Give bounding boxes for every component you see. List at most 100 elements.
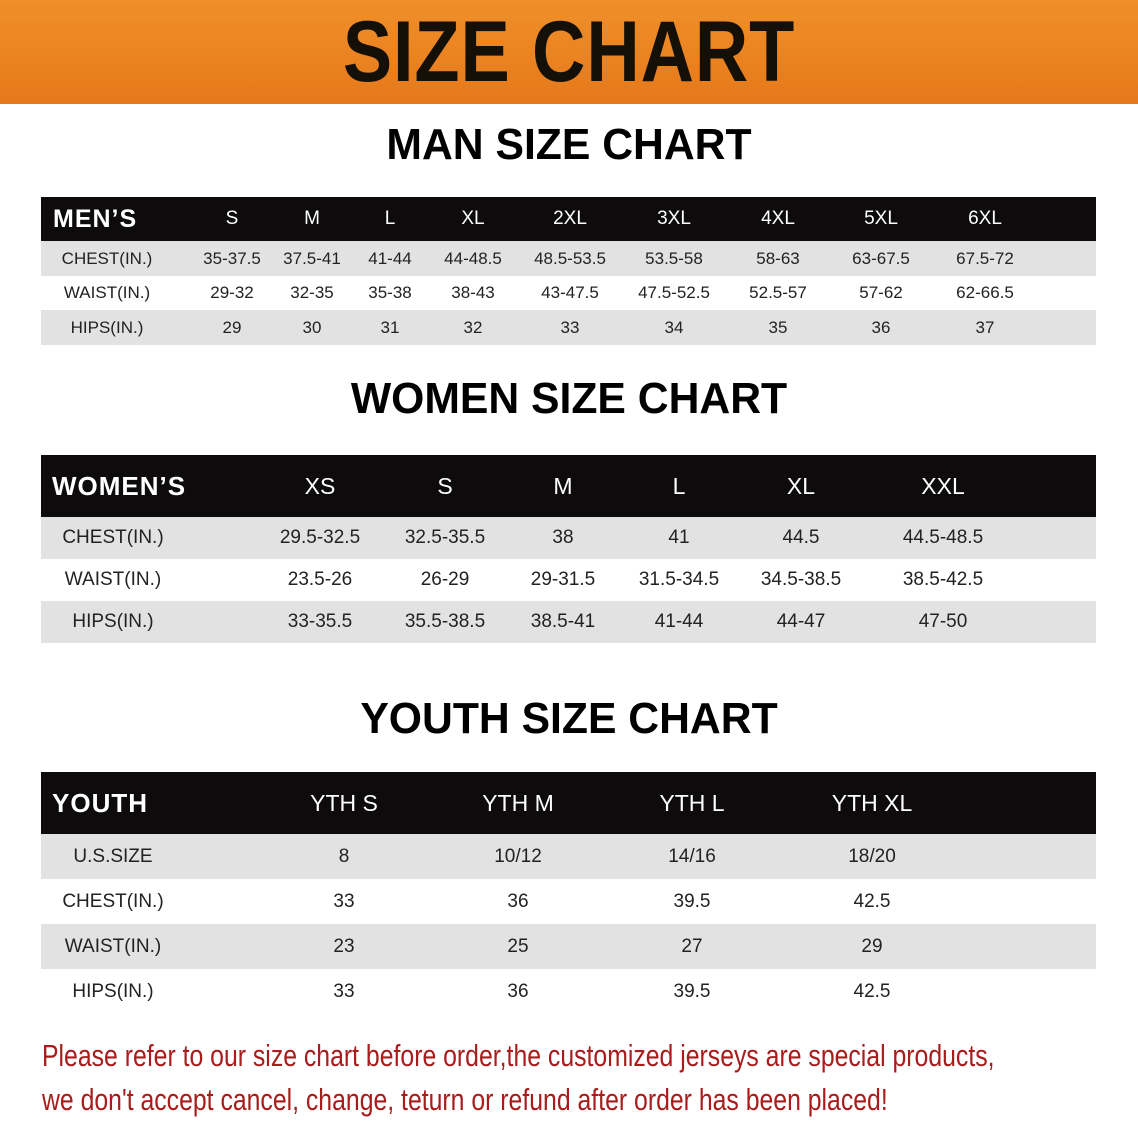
size-header: M xyxy=(304,208,320,229)
table-cell: 33 xyxy=(560,317,580,337)
row-label: U.S.SIZE xyxy=(73,845,153,867)
notice-line-1: Please refer to our size chart before or… xyxy=(42,1038,995,1073)
table-cell: 31 xyxy=(380,317,400,337)
table-cell: 29-32 xyxy=(210,283,254,302)
table-cell: 42.5 xyxy=(853,981,891,1002)
table-row: WAIST(IN.) 29-32 32-35 35-38 38-43 43-47.5 47.… xyxy=(41,276,1096,310)
size-header: XL xyxy=(786,472,816,499)
row-label: WAIST(IN.) xyxy=(63,283,151,302)
size-header: XXL xyxy=(921,472,965,499)
table-cell: 35-38 xyxy=(368,283,412,302)
youth-section-title: YOUTH SIZE CHART xyxy=(360,694,778,743)
size-header: M xyxy=(553,472,573,499)
banner-title: SIZE CHART xyxy=(342,4,796,100)
men-header-label: MEN’S xyxy=(53,204,138,233)
table-row: CHEST(IN.) 35-37.5 37.5-41 41-44 44-48.5 48.5… xyxy=(41,241,1096,276)
size-header: YTH S xyxy=(310,789,378,816)
table-row: WAIST(IN.) 23.5-26 26-29 29-31.5 31.5-34.5 34… xyxy=(41,559,1096,601)
size-header: L xyxy=(672,472,686,499)
notice-line-2: we don't accept cancel, change, teturn o… xyxy=(42,1082,888,1117)
size-header: 3XL xyxy=(657,208,691,229)
table-cell: 31.5-34.5 xyxy=(638,569,720,590)
table-cell: 33 xyxy=(333,981,355,1002)
table-cell: 48.5-53.5 xyxy=(534,248,606,268)
table-cell: 36 xyxy=(507,890,529,912)
table-cell: 44-48.5 xyxy=(444,248,502,268)
table-cell: 42.5 xyxy=(853,890,891,912)
table-cell: 57-62 xyxy=(859,283,903,302)
table-cell: 38 xyxy=(552,527,574,548)
table-cell: 39.5 xyxy=(673,890,711,912)
table-cell: 58-63 xyxy=(756,248,800,268)
table-cell: 34 xyxy=(664,317,684,337)
size-header: YTH M xyxy=(482,789,554,816)
table-cell: 29-31.5 xyxy=(530,569,596,590)
table-cell: 41 xyxy=(668,527,690,548)
row-label: WAIST(IN.) xyxy=(64,935,162,957)
table-cell: 8 xyxy=(338,845,350,867)
table-cell: 52.5-57 xyxy=(749,283,807,302)
table-row: HIPS(IN.) 29 30 31 32 33 34 35 36 37 xyxy=(41,310,1096,345)
table-cell: 37 xyxy=(975,317,995,337)
women-header-row: WOMEN’S XS S M L XL XXL xyxy=(41,455,1096,517)
table-cell: 36 xyxy=(871,317,891,337)
size-header: 2XL xyxy=(553,208,587,229)
table-cell: 67.5-72 xyxy=(956,248,1014,268)
size-chart-banner: SIZE CHART xyxy=(0,0,1138,104)
men-section-title: MAN SIZE CHART xyxy=(386,120,752,169)
table-cell: 23.5-26 xyxy=(287,569,353,590)
women-section-title: WOMEN SIZE CHART xyxy=(350,374,788,423)
women-size-table: WOMEN’S XS S M L XL XXL CHEST(IN.) 29.5-32.5 32.5… xyxy=(41,455,1096,643)
table-cell: 14/16 xyxy=(668,845,716,867)
table-cell: 33 xyxy=(333,890,355,912)
youth-header-label: YOUTH xyxy=(52,787,148,818)
table-cell: 44-47 xyxy=(776,611,826,632)
table-cell: 36 xyxy=(507,981,529,1002)
table-cell: 62-66.5 xyxy=(956,283,1014,302)
women-header-label: WOMEN’S xyxy=(52,470,187,501)
table-cell: 26-29 xyxy=(420,569,470,590)
size-header: 5XL xyxy=(864,208,898,229)
row-label: HIPS(IN.) xyxy=(70,317,144,337)
table-cell: 63-67.5 xyxy=(852,248,910,268)
table-cell: 53.5-58 xyxy=(645,248,703,268)
table-cell: 44.5-48.5 xyxy=(902,527,984,548)
table-cell: 44.5 xyxy=(782,527,820,548)
size-header: S xyxy=(437,472,453,499)
table-cell: 43-47.5 xyxy=(541,283,599,302)
row-label: CHEST(IN.) xyxy=(62,890,164,912)
men-size-table: MEN’S S M L XL 2XL 3XL 4XL 5XL 6XL CHEST(IN.) 35-37… xyxy=(41,197,1096,345)
size-header: XS xyxy=(304,472,336,499)
table-cell: 29 xyxy=(861,935,883,957)
table-cell: 38.5-42.5 xyxy=(902,569,984,590)
table-cell: 29.5-32.5 xyxy=(279,527,361,548)
table-cell: 35.5-38.5 xyxy=(404,611,486,632)
table-row: WAIST(IN.) 23 25 27 29 xyxy=(41,924,1096,969)
table-cell: 47.5-52.5 xyxy=(638,283,710,302)
row-label: HIPS(IN.) xyxy=(72,611,154,632)
size-header: S xyxy=(225,208,239,229)
table-cell: 18/20 xyxy=(848,845,896,867)
table-cell: 23 xyxy=(333,935,355,957)
youth-header-row: YOUTH YTH S YTH M YTH L YTH XL xyxy=(41,772,1096,834)
youth-size-table: YOUTH YTH S YTH M YTH L YTH XL U.S.SIZE 8 10/12… xyxy=(41,772,1096,1015)
size-header: YTH L xyxy=(659,789,725,816)
table-row: CHEST(IN.) 33 36 39.5 42.5 xyxy=(41,879,1096,924)
table-cell: 37.5-41 xyxy=(283,248,341,268)
table-row: HIPS(IN.) 33-35.5 35.5-38.5 38.5-41 41-44 44-… xyxy=(41,601,1096,643)
table-cell: 27 xyxy=(681,935,703,957)
row-label: CHEST(IN.) xyxy=(62,527,164,548)
size-header: XL xyxy=(461,208,485,229)
table-cell: 32-35 xyxy=(290,283,334,302)
table-cell: 30 xyxy=(302,317,322,337)
table-cell: 41-44 xyxy=(368,248,412,268)
table-cell: 35 xyxy=(768,317,788,337)
table-row: HIPS(IN.) 33 36 39.5 42.5 xyxy=(41,969,1096,1015)
size-header: L xyxy=(384,208,396,229)
table-cell: 25 xyxy=(507,935,529,957)
table-cell: 33-35.5 xyxy=(287,611,353,632)
table-cell: 35-37.5 xyxy=(203,248,261,268)
row-label: CHEST(IN.) xyxy=(61,248,153,268)
table-cell: 10/12 xyxy=(494,845,542,867)
table-cell: 47-50 xyxy=(918,611,968,632)
